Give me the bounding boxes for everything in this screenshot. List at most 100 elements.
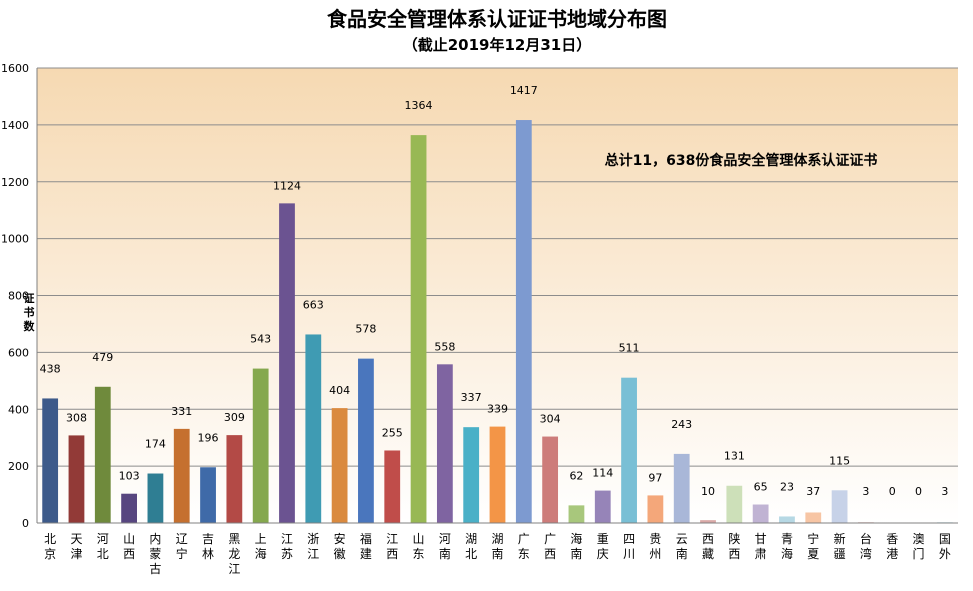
x-category-label: 宁夏	[807, 531, 819, 561]
x-category-label: 新疆	[834, 531, 846, 561]
x-category-label: 上海	[255, 532, 267, 561]
x-category-label: 西藏	[702, 532, 714, 561]
x-category-label: 北京	[44, 532, 56, 561]
bar	[463, 427, 480, 523]
x-category-label: 四川	[623, 532, 635, 561]
x-category-label: 安徽	[334, 531, 346, 561]
data-label: 255	[382, 426, 403, 439]
y-tick-label: 1200	[1, 176, 29, 189]
bar	[68, 435, 85, 523]
x-category-label: 国外	[939, 532, 951, 561]
chart-subtitle: （截止2019年12月31日）	[403, 36, 592, 54]
bar	[200, 467, 216, 523]
data-label: 0	[915, 485, 922, 498]
data-label: 243	[671, 418, 692, 431]
bar	[358, 358, 374, 523]
data-label: 308	[66, 411, 87, 424]
y-tick-label: 1000	[1, 233, 29, 246]
bar	[279, 203, 295, 524]
x-category-label: 天津	[70, 532, 82, 561]
data-label: 558	[434, 340, 455, 353]
data-label: 404	[329, 384, 350, 397]
data-label: 3	[941, 485, 948, 498]
total-annotation: 总计11，638份食品安全管理体系认证证书	[605, 152, 878, 169]
x-category-label: 澳门	[913, 532, 925, 561]
data-label: 3	[862, 485, 869, 498]
bar	[542, 436, 559, 523]
x-category-label: 广西	[544, 532, 556, 561]
bar	[752, 504, 769, 523]
bar	[331, 408, 348, 523]
chart-title: 食品安全管理体系认证证书地域分布图	[327, 7, 667, 31]
x-category-label: 香港	[886, 532, 898, 561]
data-label: 337	[461, 391, 482, 404]
x-category-label: 吉林	[202, 532, 214, 561]
data-label: 0	[889, 485, 896, 498]
data-label: 62	[569, 469, 583, 482]
x-category-label: 山西	[123, 532, 135, 561]
y-axis-ticks: 0 200 400 600 800 1000 1200 1400 1600	[1, 62, 29, 530]
x-category-label: 辽宁	[176, 532, 188, 561]
data-label: 511	[619, 342, 640, 355]
x-category-label: 陕西	[728, 531, 740, 561]
x-category-label: 海南	[570, 531, 582, 561]
data-label: 663	[303, 298, 324, 311]
y-tick-label: 200	[8, 460, 29, 473]
data-label: 1364	[405, 99, 433, 112]
data-label: 309	[224, 411, 245, 424]
x-category-label: 湖南	[491, 531, 503, 561]
bars	[42, 120, 953, 524]
bar	[436, 364, 453, 523]
bar	[42, 398, 59, 523]
y-axis-label: 证书数	[24, 292, 36, 333]
bar	[831, 490, 848, 523]
x-category-label: 贵州	[649, 532, 661, 561]
x-category-label: 江西	[386, 532, 398, 561]
data-label: 479	[92, 351, 113, 364]
data-label: 1417	[510, 84, 538, 97]
bar	[410, 135, 427, 524]
gridlines	[37, 67, 958, 467]
bar	[147, 473, 164, 523]
data-label: 103	[119, 470, 140, 483]
data-label: 339	[487, 403, 508, 416]
bar	[515, 120, 532, 524]
y-tick-label: 800	[8, 290, 29, 303]
x-category-label: 山东	[413, 532, 425, 561]
x-category-label: 甘肃	[755, 532, 767, 561]
bar	[726, 485, 743, 523]
x-category-label: 广东	[518, 532, 530, 561]
bar	[173, 428, 190, 523]
data-label: 131	[724, 450, 745, 463]
bar	[805, 512, 822, 523]
x-category-label: 浙江	[307, 532, 319, 561]
data-label: 196	[198, 431, 219, 444]
y-tick-label: 1400	[1, 119, 29, 132]
bar	[673, 453, 690, 523]
data-label: 578	[355, 323, 376, 336]
bar	[226, 435, 243, 523]
y-tick-label: 1600	[1, 62, 29, 75]
data-label: 438	[40, 362, 61, 375]
data-label: 114	[592, 467, 613, 480]
y-axis-title: 证书数	[24, 292, 36, 333]
x-category-label: 内蒙古	[149, 532, 161, 576]
bar	[94, 386, 111, 523]
bar	[568, 505, 585, 523]
data-label: 331	[171, 405, 192, 418]
y-tick-label: 0	[22, 517, 29, 530]
x-category-label: 河南	[439, 532, 451, 561]
data-labels: 4383084791031743311963095431124663404578…	[40, 84, 949, 498]
x-category-label: 台湾	[860, 531, 872, 561]
data-label: 23	[780, 480, 794, 493]
x-category-label: 云南	[676, 532, 688, 561]
bar	[700, 520, 716, 523]
y-tick-label: 400	[8, 403, 29, 416]
data-label: 65	[754, 481, 768, 494]
bar	[384, 450, 401, 523]
bar	[594, 490, 611, 523]
bar	[779, 516, 795, 523]
data-label: 174	[145, 438, 166, 451]
bar	[489, 426, 506, 523]
bar	[121, 493, 137, 523]
